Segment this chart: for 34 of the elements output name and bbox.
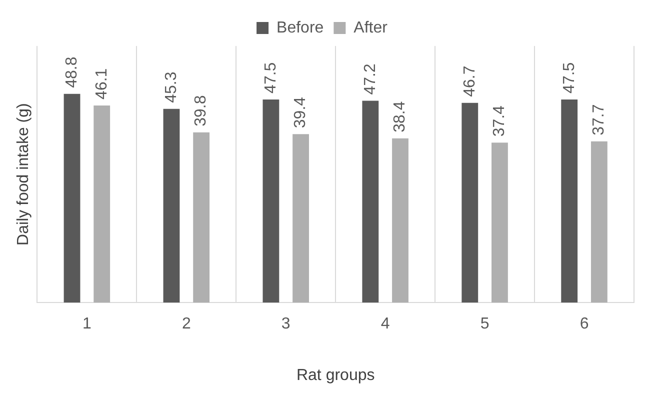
data-label: 45.3 <box>162 72 180 103</box>
bar <box>292 134 309 303</box>
data-label: 48.8 <box>63 56 80 88</box>
legend-label: After <box>354 19 388 36</box>
data-label: 39.8 <box>192 95 210 126</box>
data-label: 47.2 <box>362 64 379 95</box>
bar <box>64 94 80 303</box>
bar <box>561 99 578 303</box>
data-label: 38.4 <box>392 101 409 132</box>
data-label: 37.7 <box>590 104 608 136</box>
x-tick-label: 6 <box>580 316 589 333</box>
data-label: 47.5 <box>560 62 578 94</box>
bar <box>462 102 478 303</box>
bar <box>163 108 180 303</box>
data-label: 46.7 <box>461 66 478 97</box>
bar <box>193 132 210 303</box>
x-tick-label: 5 <box>480 316 490 333</box>
data-label: 47.5 <box>262 62 280 94</box>
data-label: 39.4 <box>292 96 310 128</box>
data-label: 46.1 <box>93 68 110 100</box>
bar <box>362 100 379 303</box>
bar <box>590 141 608 303</box>
y-axis-title: Daily food intake (g) <box>15 103 32 246</box>
x-axis-title: Rat groups <box>296 366 375 384</box>
x-tick-label: 1 <box>82 316 92 333</box>
x-tick-label: 4 <box>380 316 390 333</box>
bar <box>492 142 508 303</box>
bar <box>392 138 408 303</box>
bar <box>94 105 110 303</box>
x-tick-label: 3 <box>281 316 290 333</box>
x-tick-label: 2 <box>182 316 191 333</box>
bar <box>262 99 280 303</box>
legend-label: Before <box>276 19 324 36</box>
data-label: 37.4 <box>491 105 508 137</box>
